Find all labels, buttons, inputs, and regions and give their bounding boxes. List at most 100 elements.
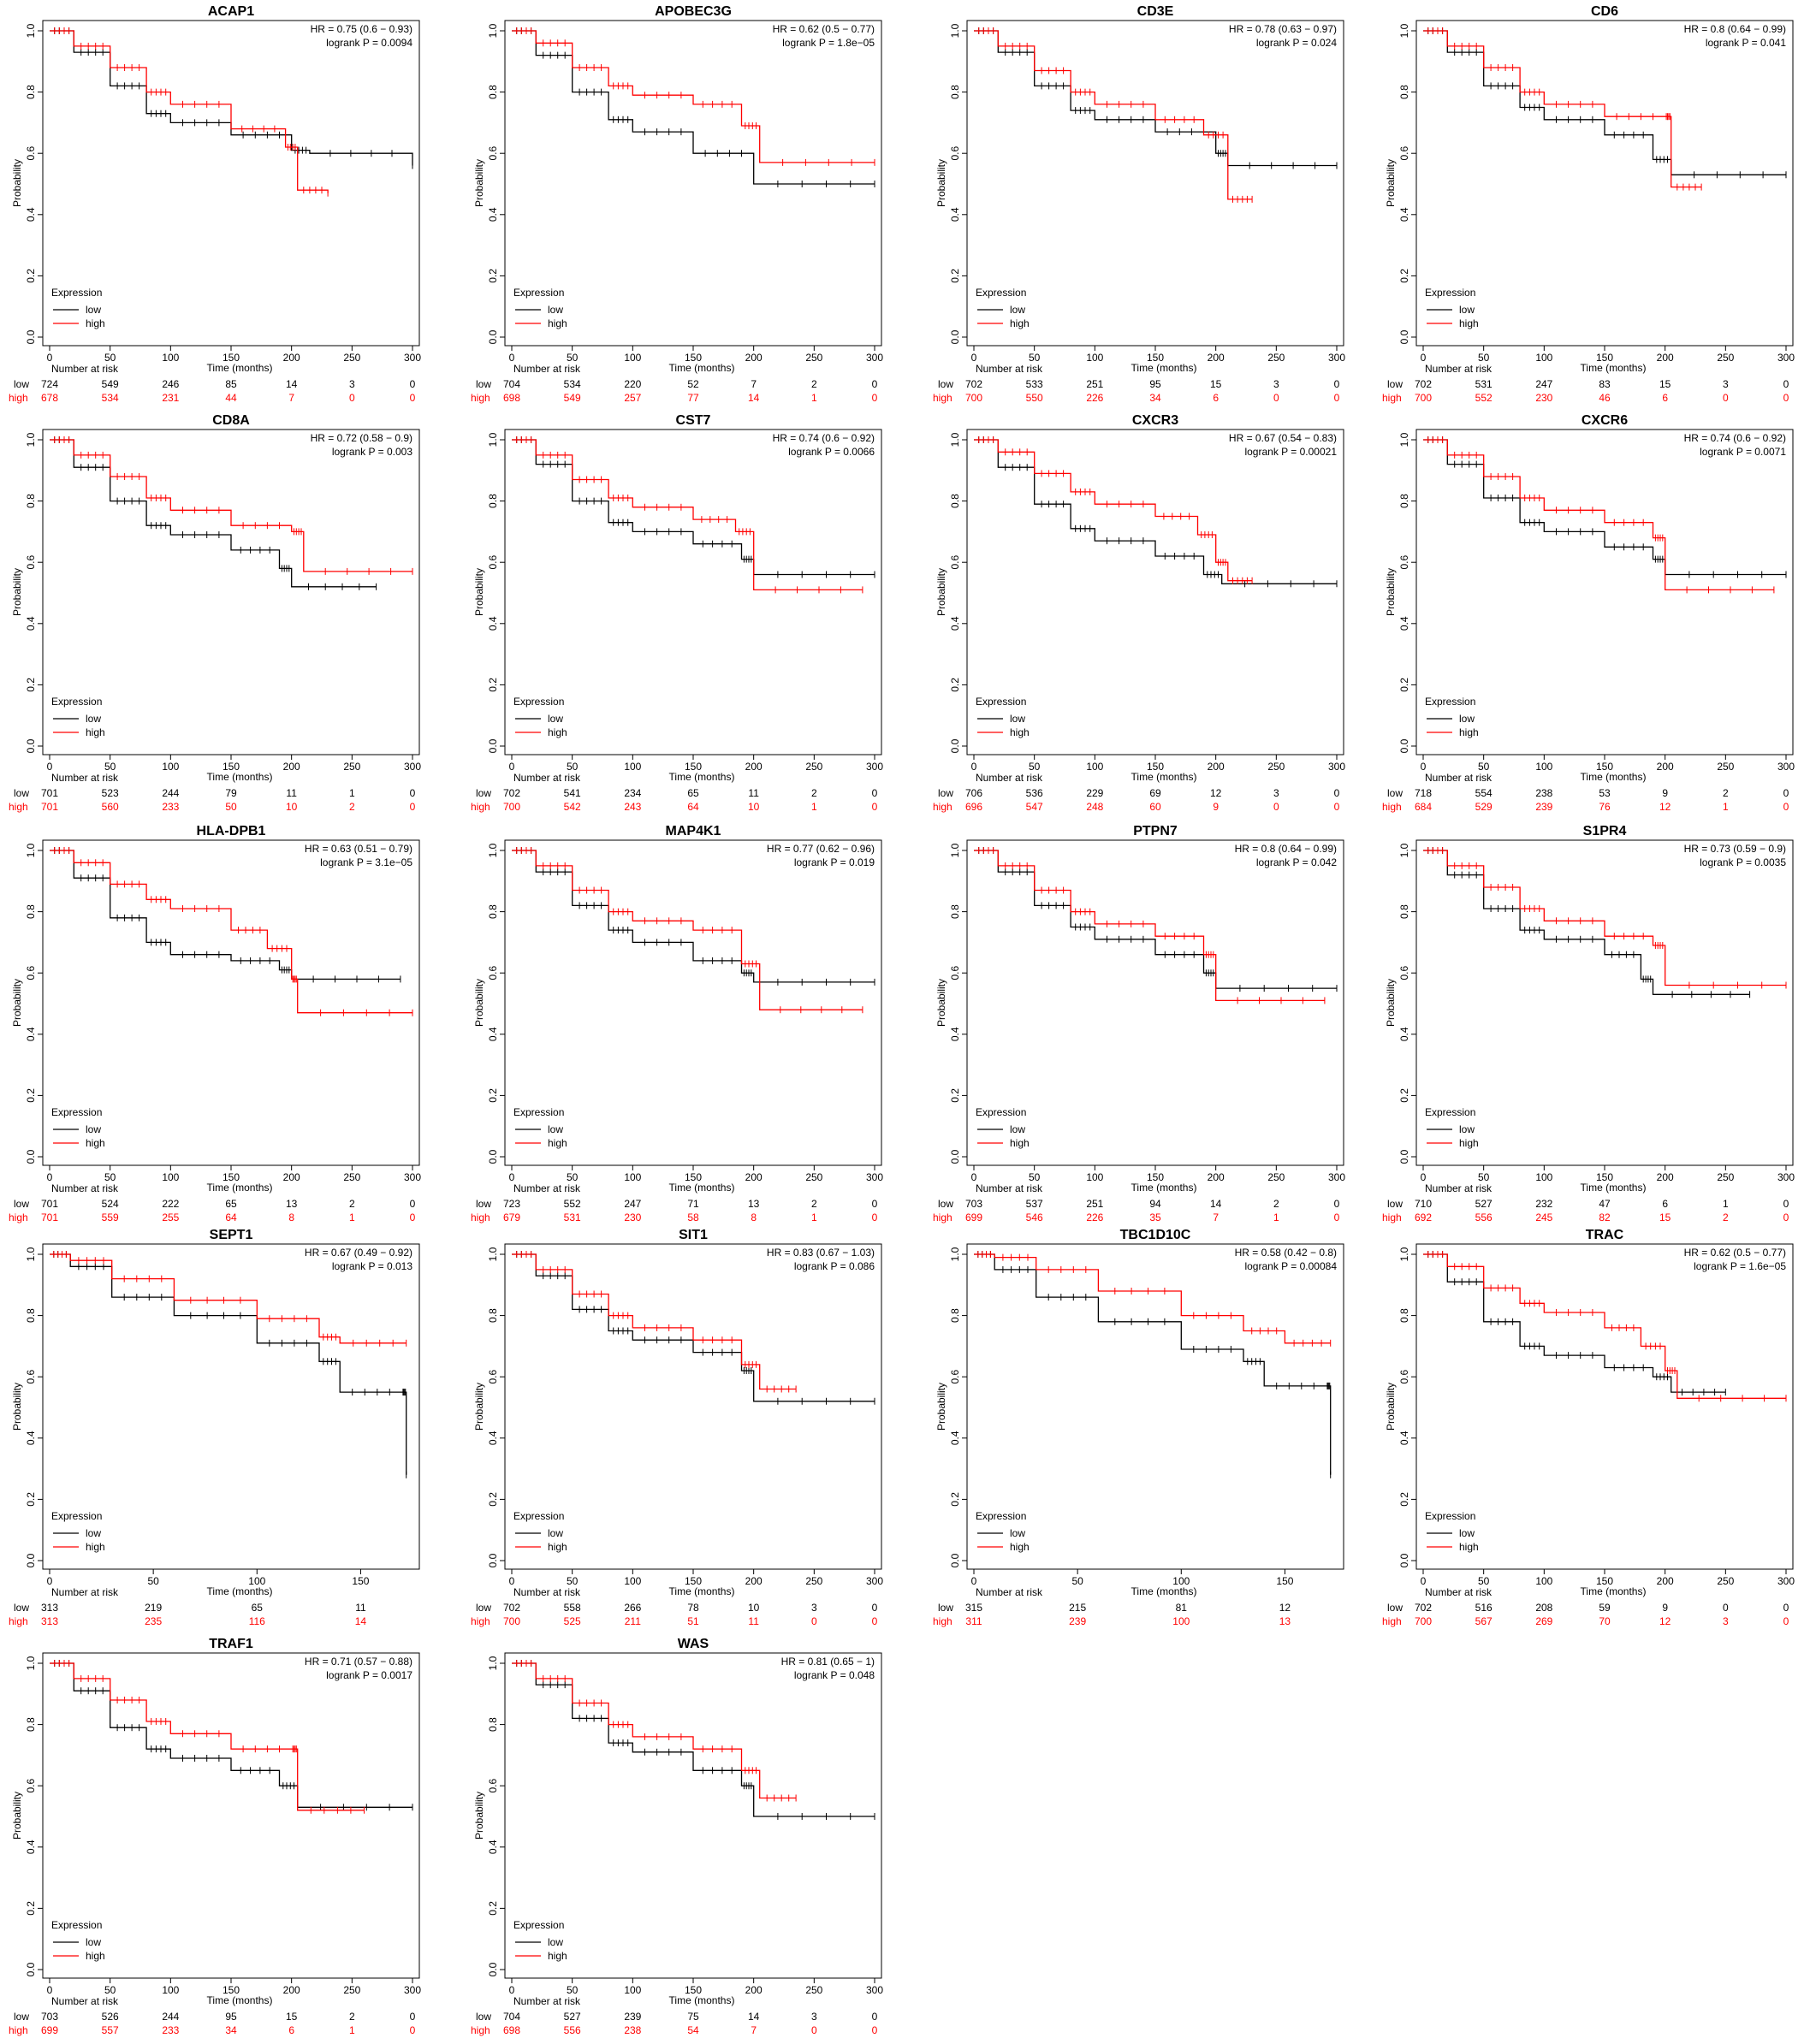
x-axis-label: Time (months) <box>1131 1182 1197 1194</box>
y-tick-label: 1.0 <box>25 843 37 857</box>
x-tick-label: 150 <box>685 1575 702 1587</box>
x-tick-label: 300 <box>1328 761 1345 773</box>
risk-high-count: 529 <box>1475 801 1493 813</box>
risk-high-count: 0 <box>1783 1212 1789 1223</box>
logrank-p: logrank P = 0.0066 <box>788 446 875 458</box>
x-tick-label: 150 <box>1596 1575 1613 1587</box>
panel-title: MAP4K1 <box>666 824 721 838</box>
y-tick-label: 0.4 <box>25 207 37 222</box>
risk-high-label: high <box>1382 801 1402 813</box>
legend-low-label: low <box>86 1527 101 1539</box>
risk-high-count: 76 <box>1599 801 1611 813</box>
legend-title: Expression <box>51 1510 102 1522</box>
risk-low-count: 723 <box>503 1198 520 1210</box>
legend-high-label: high <box>1459 1541 1479 1553</box>
risk-low-count: 9 <box>1662 1602 1668 1614</box>
low-curve <box>1423 30 1786 175</box>
risk-high-label: high <box>933 392 952 404</box>
risk-high-count: 0 <box>872 2024 878 2036</box>
legend-title: Expression <box>1425 1510 1475 1522</box>
low-curve <box>512 1662 875 1817</box>
y-tick-label: 1.0 <box>25 23 37 38</box>
risk-low-count: 524 <box>102 1198 119 1210</box>
x-tick-label: 100 <box>624 1575 641 1587</box>
legend-title: Expression <box>51 1106 102 1118</box>
y-axis-label: Probability <box>935 979 947 1027</box>
risk-high-count: 1 <box>1723 801 1729 813</box>
risk-low-count: 702 <box>1415 1602 1432 1614</box>
x-tick-label: 100 <box>162 1984 179 1996</box>
risk-high-count: 14 <box>355 1615 367 1627</box>
risk-high-count: 100 <box>1172 1615 1190 1627</box>
x-tick-label: 250 <box>805 352 822 364</box>
x-tick-label: 0 <box>971 761 977 773</box>
risk-low-label: low <box>938 787 953 799</box>
y-tick-label: 0.0 <box>1398 329 1410 344</box>
y-tick-label: 1.0 <box>487 23 499 38</box>
risk-low-count: 11 <box>748 787 759 799</box>
x-tick-label: 200 <box>283 1984 300 1996</box>
x-tick-label: 0 <box>1421 352 1427 364</box>
logrank-p: logrank P = 1.6e−05 <box>1694 1260 1786 1272</box>
y-tick-label: 0.6 <box>487 1370 499 1384</box>
y-tick-label: 0.0 <box>949 738 961 753</box>
x-tick-label: 250 <box>805 1575 822 1587</box>
low-curve <box>50 1662 412 1808</box>
x-tick-label: 50 <box>1029 352 1041 364</box>
risk-high-count: 2 <box>349 801 355 813</box>
x-axis-label: Time (months) <box>1581 1182 1647 1194</box>
risk-low-count: 208 <box>1535 1602 1552 1614</box>
hazard-ratio: HR = 0.67 (0.49 − 0.92) <box>305 1247 412 1259</box>
risk-high-count: 0 <box>410 801 416 813</box>
risk-low-label: low <box>938 1198 953 1210</box>
x-tick-label: 250 <box>343 352 360 364</box>
low-curve <box>50 439 377 588</box>
hazard-ratio: HR = 0.73 (0.59 − 0.9) <box>1684 843 1786 855</box>
risk-low-count: 12 <box>1210 787 1222 799</box>
km-panel-trac: TRAC 0.0 0.2 0.4 0.6 0.8 1.0 Probability 0 50 100 1… <box>1382 1228 1795 1627</box>
x-tick-label: 100 <box>1086 1171 1103 1183</box>
risk-high-count: 556 <box>1475 1212 1493 1223</box>
logrank-p: logrank P = 0.019 <box>794 856 875 868</box>
y-tick-label: 0.2 <box>487 269 499 283</box>
risk-low-count: 0 <box>410 787 416 799</box>
x-tick-label: 150 <box>223 1171 240 1183</box>
risk-low-count: 516 <box>1475 1602 1493 1614</box>
x-tick-label: 200 <box>745 761 763 773</box>
risk-low-label: low <box>938 1602 953 1614</box>
y-tick-label: 0.0 <box>25 738 37 753</box>
y-tick-label: 1.0 <box>487 1656 499 1670</box>
panel-title: TRAC <box>1586 1228 1624 1242</box>
logrank-p: logrank P = 0.042 <box>1256 856 1338 868</box>
risk-high-count: 0 <box>811 1615 817 1627</box>
risk-low-count: 3 <box>1273 787 1279 799</box>
risk-high-count: 534 <box>102 392 119 404</box>
y-tick-label: 0.0 <box>487 738 499 753</box>
y-tick-label: 0.2 <box>487 1901 499 1916</box>
risk-high-label: high <box>9 392 28 404</box>
y-tick-label: 0.8 <box>949 904 961 919</box>
y-tick-label: 0.0 <box>1398 1149 1410 1164</box>
km-panel-cd3e: CD3E 0.0 0.2 0.4 0.6 0.8 1.0 Probability 0 50 100 1… <box>933 4 1345 404</box>
y-tick-label: 1.0 <box>1398 432 1410 447</box>
y-tick-label: 0.6 <box>949 966 961 981</box>
x-tick-label: 50 <box>1029 761 1041 773</box>
x-tick-label: 250 <box>805 1171 822 1183</box>
risk-high-label: high <box>9 1615 28 1627</box>
risk-low-count: 244 <box>162 787 179 799</box>
risk-low-count: 2 <box>349 1198 355 1210</box>
panel-title: CD8A <box>212 413 250 428</box>
x-tick-label: 300 <box>1328 352 1345 364</box>
risk-high-count: 0 <box>1334 801 1340 813</box>
y-tick-label: 0.8 <box>487 85 499 99</box>
hazard-ratio: HR = 0.83 (0.67 − 1.03) <box>767 1247 875 1259</box>
x-tick-label: 100 <box>162 352 179 364</box>
x-axis-label: Time (months) <box>1581 1585 1647 1597</box>
risk-high-count: 64 <box>225 1212 237 1223</box>
x-tick-label: 150 <box>223 1984 240 1996</box>
y-tick-label: 0.8 <box>25 494 37 508</box>
legend-high-label: high <box>1010 317 1030 329</box>
